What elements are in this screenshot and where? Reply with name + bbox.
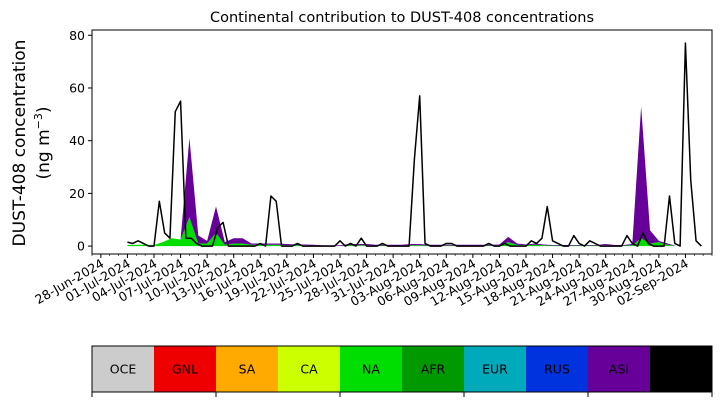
y-tick-label: 80	[69, 28, 85, 43]
total-concentration-line	[127, 42, 702, 247]
legend-swatch-gnl	[154, 346, 216, 392]
legend-swatch-rus	[526, 346, 588, 392]
y-tick-label: 60	[69, 80, 85, 95]
legend-label-eur: EUR	[482, 362, 508, 377]
chart-title: Continental contribution to DUST-408 con…	[210, 10, 594, 26]
legend-label-gnl: GNL	[172, 362, 198, 377]
y-tick-label: 0	[77, 239, 85, 254]
y-axis-label-line1: DUST-408 concentration	[10, 40, 30, 247]
title-group: Continental contribution to DUST-408 con…	[210, 10, 594, 26]
x-axis: 28-Jun-202401-Jul-202404-Jul-202407-Jul-…	[32, 254, 713, 309]
legend-label-asi: ASI	[609, 362, 629, 377]
y-axis-label: DUST-408 concentration (ng m−3)	[10, 40, 54, 247]
legend-label-ca: CA	[300, 362, 318, 377]
legend-swatch-asi	[588, 346, 650, 392]
plot-frame	[91, 29, 713, 255]
y-axis-label-line2: (ng m−3)	[32, 106, 54, 179]
y-axis-label-prefix: (ng m	[34, 129, 54, 179]
y-tick-label: 20	[69, 186, 85, 201]
legend-swatch-oce	[92, 346, 154, 392]
legend-swatch-ca	[278, 346, 340, 392]
y-axis: 0 20 40 60 80	[69, 28, 92, 254]
legend-swatch-sa	[216, 346, 278, 392]
plot-area	[127, 42, 702, 247]
legend-swatch-eur	[464, 346, 526, 392]
legend-label-na: NA	[362, 362, 380, 377]
y-axis-label-suffix: )	[34, 106, 54, 113]
legend-swatch-afr	[402, 346, 464, 392]
legend-label-rus: RUS	[544, 362, 570, 377]
legend-label-oce: OCE	[110, 362, 137, 377]
y-axis-label-sup: −3	[32, 113, 45, 129]
legend-label-aus: AUS	[668, 362, 694, 377]
series-na-area	[127, 217, 677, 247]
legend-label-sa: SA	[239, 362, 256, 377]
legend-colorbar: OCE GNL SA CA NA AFR EUR RUS ASI AUS	[91, 345, 713, 397]
legend-swatch-aus	[650, 346, 712, 392]
series-asi-area	[127, 106, 677, 247]
legend-swatch-na	[340, 346, 402, 392]
legend-frame	[91, 345, 713, 393]
legend-label-afr: AFR	[421, 362, 446, 377]
y-tick-label: 40	[69, 133, 85, 148]
